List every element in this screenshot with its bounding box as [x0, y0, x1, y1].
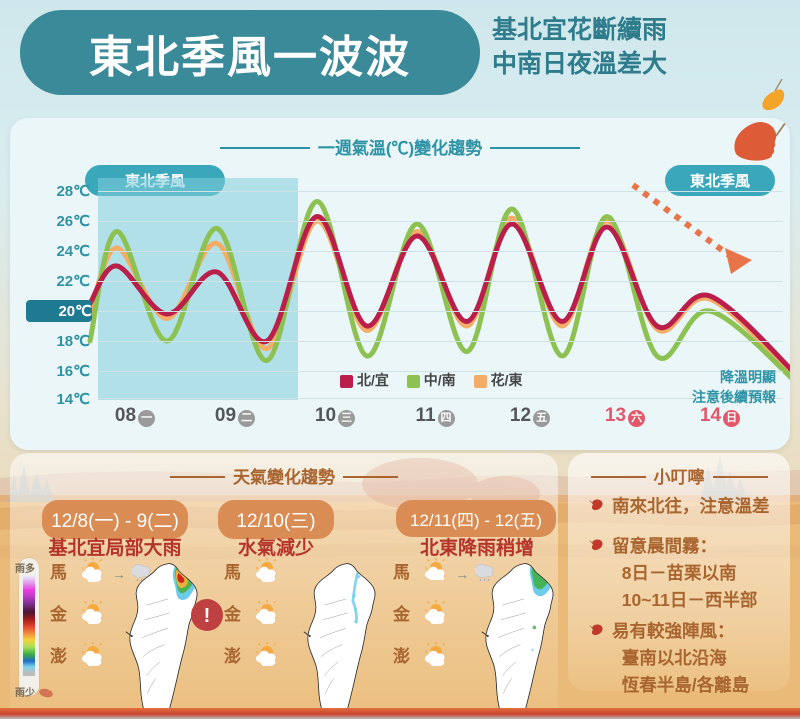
- svg-text:!: !: [204, 605, 211, 627]
